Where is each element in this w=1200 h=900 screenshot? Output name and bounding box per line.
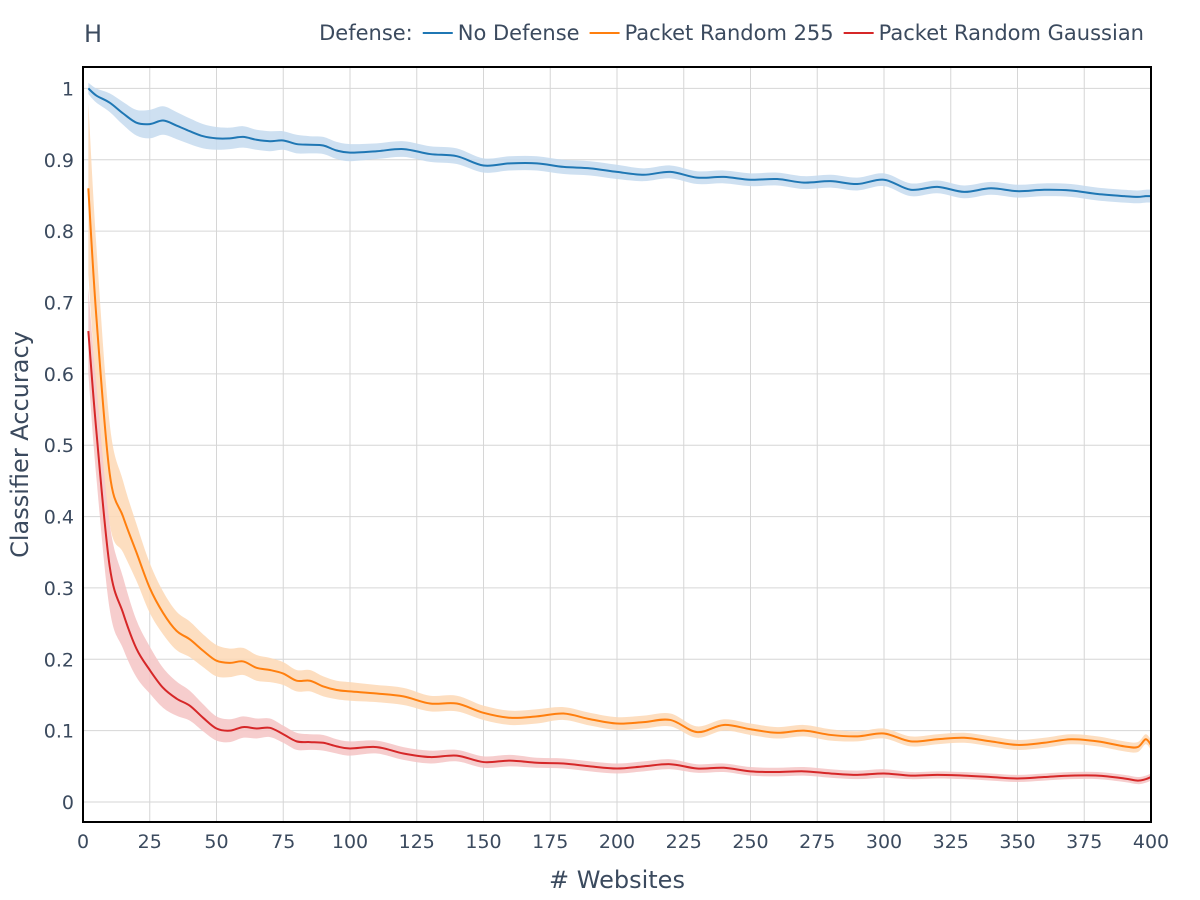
packet-random-255-band	[88, 102, 1152, 753]
x-tick-label: 50	[204, 831, 228, 853]
no-defense-line	[87, 87, 1152, 198]
panel-label: H	[84, 20, 102, 48]
x-tick-labels: 0 25 50 75 100 125 150 175 200 225 250 275 300 325 350…	[77, 831, 1169, 853]
x-tick-label: 400	[1133, 831, 1169, 853]
y-tick-label: 0.6	[44, 364, 74, 386]
x-tick-label: 350	[999, 831, 1035, 853]
x-tick-label: 125	[399, 831, 435, 853]
y-tick-label: 0.3	[44, 578, 74, 600]
packet-random-gaussian-band	[88, 288, 1152, 785]
legend: Defense: No Defense Packet Random 255 Pack…	[319, 21, 1144, 45]
y-tick-label: 0.2	[44, 649, 74, 671]
legend-label: Packet Random 255	[625, 21, 834, 45]
packet-random-gaussian-line	[87, 330, 1152, 782]
y-tick-label: 0.4	[44, 507, 74, 529]
y-tick-label: 1	[62, 78, 74, 100]
x-tick-label: 175	[532, 831, 568, 853]
x-tick-label: 150	[465, 831, 501, 853]
x-tick-label: 300	[866, 831, 902, 853]
x-axis-title: # Websites	[549, 866, 685, 894]
y-tick-labels: 0 0.1 0.2 0.3 0.4 0.5 0.6 0.7 0.8 0.9 1	[44, 78, 74, 814]
legend-item-packet-random-255[interactable]: Packet Random 255	[589, 21, 834, 45]
y-tick-label: 0.9	[44, 150, 74, 172]
confidence-bands	[88, 82, 1152, 785]
x-tick-label: 375	[1066, 831, 1102, 853]
legend-item-packet-random-gaussian[interactable]: Packet Random Gaussian	[843, 21, 1144, 45]
x-tick-label: 0	[77, 831, 89, 853]
x-tick-label: 75	[271, 831, 295, 853]
y-tick-label: 0.8	[44, 221, 74, 243]
y-tick-label: 0.1	[44, 721, 74, 743]
legend-item-no-defense[interactable]: No Defense	[422, 21, 580, 45]
packet-random-255-line	[87, 188, 1152, 749]
x-tick-label: 275	[799, 831, 835, 853]
y-tick-label: 0	[62, 792, 74, 814]
plot-frame	[82, 66, 1152, 823]
y-axis-title: Classifier Accuracy	[6, 331, 34, 558]
x-tick-label: 225	[666, 831, 702, 853]
x-tick-label: 250	[732, 831, 768, 853]
legend-label: Packet Random Gaussian	[879, 21, 1144, 45]
no-defense-band	[88, 82, 1152, 204]
gridlines	[82, 67, 1152, 822]
legend-title: Defense:	[319, 21, 413, 45]
x-tick-label: 200	[599, 831, 635, 853]
y-tick-label: 0.7	[44, 292, 74, 314]
x-tick-label: 25	[138, 831, 162, 853]
series-lines	[87, 87, 1152, 782]
x-tick-label: 325	[933, 831, 969, 853]
legend-label: No Defense	[458, 21, 580, 45]
y-tick-label: 0.5	[44, 435, 74, 457]
x-tick-label: 100	[332, 831, 368, 853]
